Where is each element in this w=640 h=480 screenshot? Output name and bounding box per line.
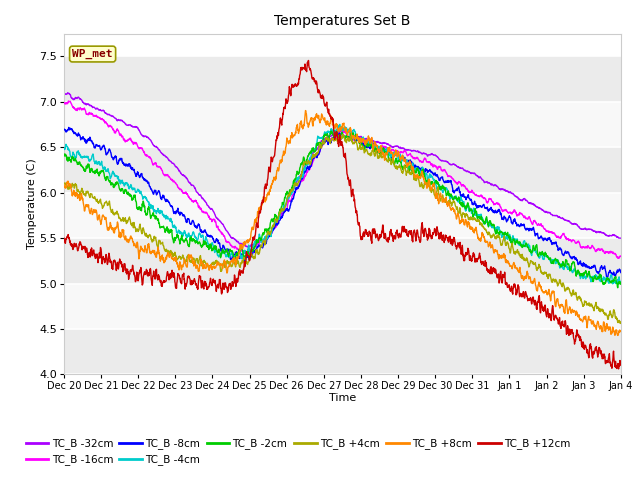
X-axis label: Time: Time (329, 393, 356, 403)
Bar (64, 102, 621, 147)
Legend: TC_B -32cm, TC_B -16cm, TC_B -8cm, TC_B -4cm, TC_B -2cm, TC_B +4cm, TC_B +8cm, T: TC_B -32cm, TC_B -16cm, TC_B -8cm, TC_B … (21, 434, 574, 469)
Bar (64, 192, 621, 238)
Title: Temperatures Set B: Temperatures Set B (274, 14, 411, 28)
Text: WP_met: WP_met (72, 49, 113, 59)
Bar (64, 284, 621, 329)
Bar (64, 238, 621, 284)
Bar (64, 147, 621, 192)
Bar (64, 329, 621, 374)
Bar (64, 56, 621, 102)
Y-axis label: Temperature (C): Temperature (C) (26, 158, 36, 250)
